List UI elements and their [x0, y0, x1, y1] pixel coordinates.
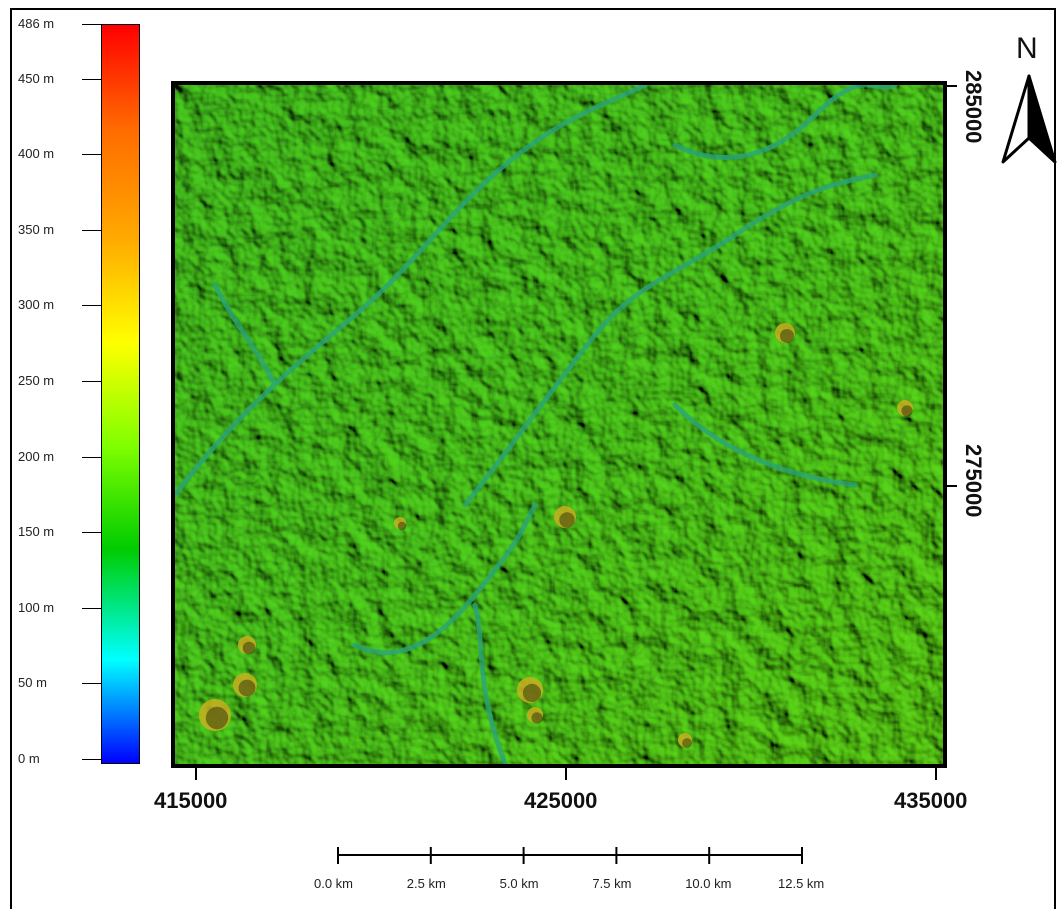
elevation-shadow [682, 738, 692, 748]
legend-label: 486 m [18, 16, 55, 31]
elevation-highlights [199, 323, 913, 748]
scale-label: 5.0 km [499, 876, 539, 891]
elevation-shadow [531, 712, 543, 724]
scale-label: 2.5 km [406, 876, 446, 891]
elevation-shadow [397, 521, 407, 531]
legend-tick [82, 683, 101, 684]
elevation-shadow [780, 329, 794, 343]
legend-label: 350 m [18, 222, 55, 237]
elevation-shadow [522, 683, 542, 703]
x-tick [935, 768, 937, 780]
legend-tick [82, 24, 101, 25]
legend-label: 400 m [18, 146, 55, 161]
scale-label: 7.5 km [592, 876, 632, 891]
elevation-shadow [205, 706, 229, 730]
y-tick [947, 85, 957, 87]
legend-tick [82, 381, 101, 382]
x-tick-label: 435000 [894, 788, 968, 813]
y-tick-label: 285000 [961, 70, 986, 144]
legend-label: 100 m [18, 600, 55, 615]
river-channel [462, 172, 878, 508]
elevation-shadow [559, 512, 575, 528]
legend-tick [82, 305, 101, 306]
legend-tick [82, 230, 101, 231]
legend-label: 300 m [18, 297, 55, 312]
legend-label: 250 m [18, 373, 55, 388]
legend-tick [82, 759, 101, 760]
x-tick-label: 425000 [524, 788, 598, 813]
y-tick [947, 485, 957, 487]
north-label: N [1016, 32, 1038, 65]
legend-label: 150 m [18, 524, 55, 539]
river-channel [352, 502, 538, 656]
elevation-shadow [238, 679, 256, 697]
x-tick [565, 768, 567, 780]
legend-label: 200 m [18, 449, 55, 464]
x-tick [195, 768, 197, 780]
scale-bar [337, 847, 803, 864]
scale-label: 0.0 km [314, 876, 354, 891]
legend-tick [82, 457, 101, 458]
elevation-shadow [242, 641, 256, 655]
legend-tick [82, 608, 101, 609]
river-channel [672, 402, 858, 488]
dem-map [171, 81, 947, 768]
legend-label: 450 m [18, 71, 55, 86]
river-channel [175, 85, 648, 498]
scale-label: 10.0 km [685, 876, 732, 891]
legend-tick [82, 154, 101, 155]
legend-label: 0 m [18, 751, 40, 766]
x-tick-label: 415000 [154, 788, 228, 813]
elevation-shadow [901, 405, 913, 417]
drainage-channels [175, 85, 898, 764]
river-channel [212, 282, 278, 388]
legend-tick [82, 532, 101, 533]
river-channel [672, 85, 898, 160]
legend-label: 50 m [18, 675, 47, 690]
legend-tick [82, 79, 101, 80]
dem-hillshade [175, 85, 943, 764]
elevation-color-ramp [101, 24, 140, 764]
north-arrow-icon [1001, 74, 1057, 164]
y-tick-label: 275000 [961, 444, 986, 518]
scale-label: 12.5 km [778, 876, 825, 891]
river-channel [472, 602, 508, 764]
